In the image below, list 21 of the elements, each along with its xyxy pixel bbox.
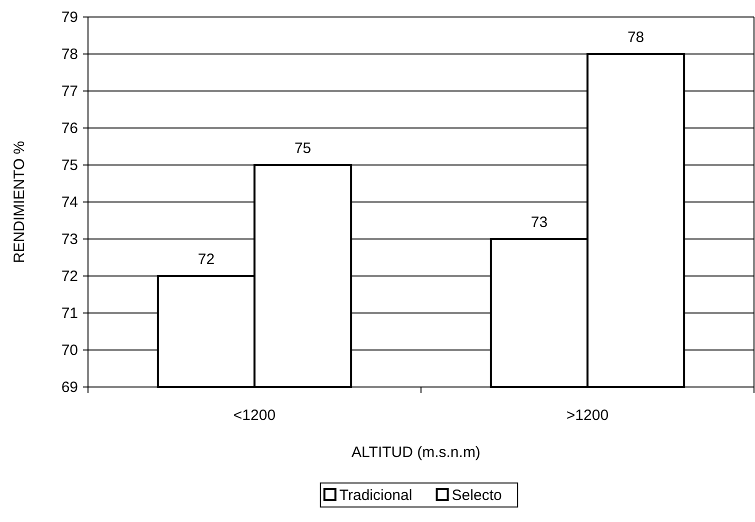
y-tick-label: 71: [61, 305, 78, 322]
legend-label: Selecto: [452, 487, 502, 504]
y-tick-label: 75: [61, 157, 78, 174]
y-tick-label: 74: [61, 194, 78, 211]
y-tick-label: 73: [61, 231, 78, 248]
data-label: 78: [627, 29, 644, 46]
data-label: 72: [198, 251, 215, 268]
y-tick-label: 78: [61, 46, 78, 63]
y-tick-label: 77: [61, 83, 78, 100]
y-tick-label: 69: [61, 379, 78, 396]
y-tick-label: 72: [61, 268, 78, 285]
y-axis-title: RENDIMIENTO %: [11, 140, 28, 264]
y-tick-label: 70: [61, 342, 78, 359]
x-tick-label: >1200: [566, 407, 609, 424]
data-label: 73: [530, 214, 548, 231]
data-label: 75: [294, 140, 312, 157]
y-tick-label: 79: [61, 9, 78, 26]
x-axis-title: ALTITUD (m.s.n.m): [352, 444, 480, 461]
x-tick-label: <1200: [233, 407, 276, 424]
legend-label: Tradicional: [339, 487, 412, 504]
y-tick-label: 76: [61, 120, 78, 137]
